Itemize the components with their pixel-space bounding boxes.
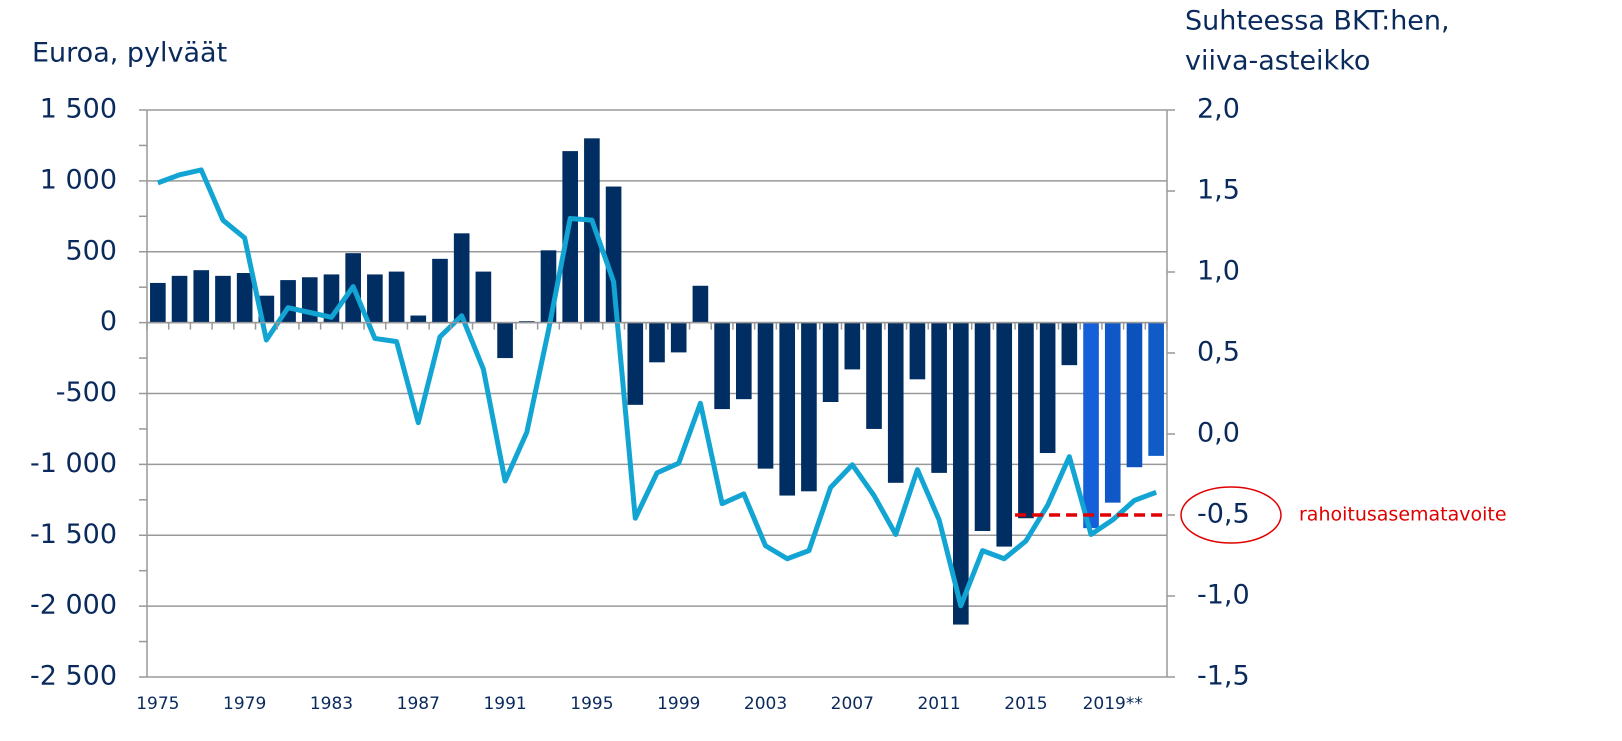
y2-tick-label: 0,5 bbox=[1197, 337, 1240, 368]
y-axis-title: Euroa, pylväät bbox=[32, 38, 227, 69]
bar bbox=[974, 322, 991, 531]
y-tick-label: -2 000 bbox=[30, 590, 117, 621]
x-tick-label: 1991 bbox=[483, 694, 526, 714]
bar bbox=[670, 322, 687, 353]
bar bbox=[1039, 322, 1056, 454]
y2-tick-label: -0,5 bbox=[1197, 499, 1250, 530]
bar bbox=[584, 138, 600, 323]
y2-axis-title: Suhteessa BKT:hen, bbox=[1185, 6, 1450, 37]
bar bbox=[953, 322, 969, 625]
bar bbox=[757, 322, 774, 469]
bar bbox=[735, 322, 752, 400]
bar bbox=[1061, 322, 1078, 366]
bar bbox=[627, 322, 644, 405]
line bbox=[156, 167, 1158, 609]
bar bbox=[822, 322, 839, 403]
y-tick-label: -1 500 bbox=[30, 519, 117, 550]
x-tick-label: 1983 bbox=[310, 694, 353, 714]
x-tick-label: 2007 bbox=[831, 694, 874, 714]
y2-tick-label: 1,5 bbox=[1197, 175, 1240, 206]
bar bbox=[1083, 322, 1099, 529]
bar bbox=[432, 258, 448, 323]
x-tick-label: 2019** bbox=[1083, 694, 1143, 714]
y2-tick-label: 0,0 bbox=[1197, 418, 1240, 449]
y2-axis-title: viiva-asteikko bbox=[1185, 46, 1370, 77]
bar bbox=[996, 322, 1013, 547]
bar bbox=[714, 322, 730, 410]
y2-tick-label: -1,0 bbox=[1197, 580, 1250, 611]
y-tick-label: 500 bbox=[65, 235, 117, 266]
bar bbox=[410, 315, 427, 323]
bar bbox=[497, 322, 513, 359]
y2-tick-label: 2,0 bbox=[1197, 94, 1240, 125]
x-tick-label: 1979 bbox=[223, 694, 266, 714]
y-tick-label: 1 000 bbox=[40, 164, 117, 195]
bar bbox=[1126, 322, 1143, 468]
bar bbox=[779, 322, 796, 496]
bar bbox=[171, 275, 188, 323]
x-tick-label: 2003 bbox=[744, 694, 787, 714]
y2-tick-label: 1,0 bbox=[1197, 256, 1240, 287]
x-tick-label: 1975 bbox=[136, 694, 179, 714]
bar bbox=[866, 322, 882, 429]
x-tick-label: 2015 bbox=[1004, 694, 1047, 714]
bar bbox=[1148, 322, 1164, 456]
bar bbox=[236, 273, 253, 323]
target-label: rahoitusasematavoite bbox=[1299, 504, 1507, 526]
y-tick-label: 0 bbox=[100, 306, 117, 337]
x-tick-label: 2011 bbox=[917, 694, 960, 714]
x-tick-label: 1995 bbox=[570, 694, 613, 714]
target-circle bbox=[1180, 486, 1282, 544]
bar bbox=[909, 322, 926, 380]
y-tick-label: -1 000 bbox=[30, 448, 117, 479]
bar bbox=[649, 322, 665, 363]
y-tick-label: -500 bbox=[56, 377, 117, 408]
bar bbox=[475, 271, 492, 323]
bar bbox=[692, 285, 709, 323]
bar bbox=[562, 151, 579, 323]
y-tick-label: 1 500 bbox=[40, 94, 117, 125]
y2-tick-label: -1,5 bbox=[1197, 661, 1250, 692]
bar bbox=[150, 282, 166, 323]
y-tick-label: -2 500 bbox=[30, 661, 117, 692]
bar bbox=[844, 322, 861, 370]
bar bbox=[931, 322, 947, 473]
bar bbox=[367, 274, 383, 323]
bar bbox=[605, 186, 622, 323]
bar bbox=[388, 271, 405, 323]
bar bbox=[453, 233, 470, 323]
bar bbox=[215, 275, 231, 323]
x-tick-label: 1987 bbox=[397, 694, 440, 714]
x-tick-label: 1999 bbox=[657, 694, 700, 714]
bar bbox=[1018, 322, 1034, 519]
bar bbox=[801, 322, 817, 492]
bar bbox=[887, 322, 904, 483]
bar bbox=[1104, 322, 1121, 503]
bar bbox=[193, 270, 210, 323]
